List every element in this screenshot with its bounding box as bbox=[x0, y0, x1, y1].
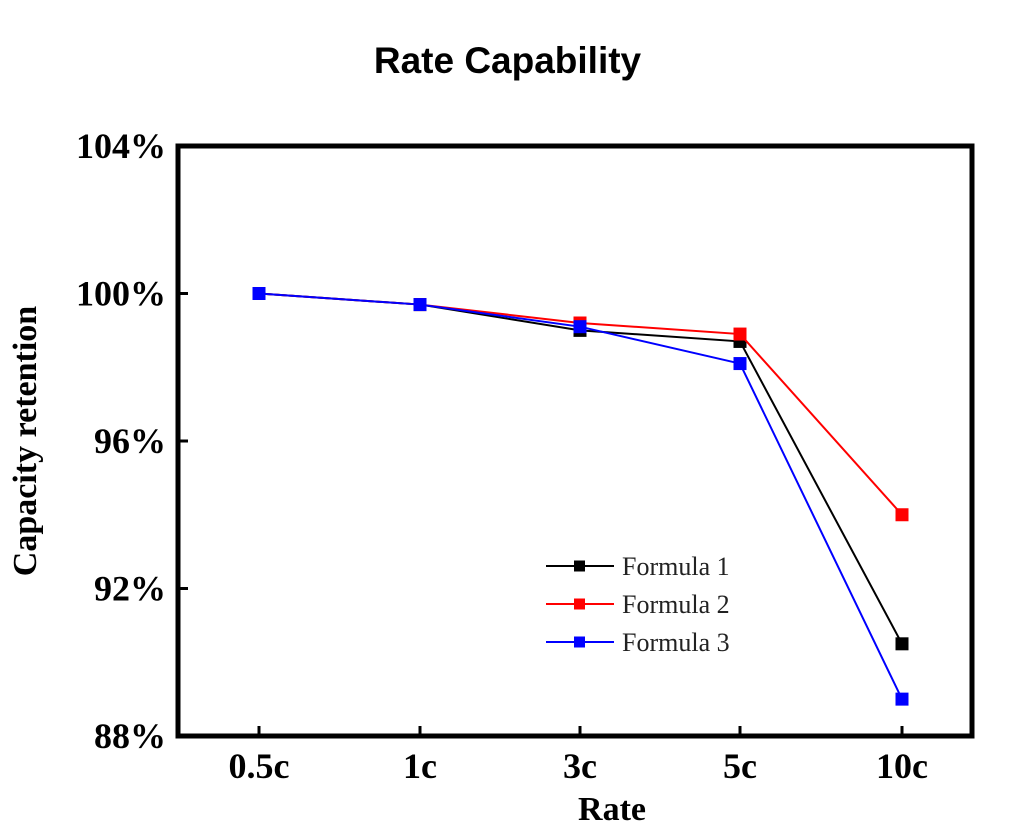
legend-marker-formula-3 bbox=[574, 636, 585, 648]
x-tick-label: 1c bbox=[403, 746, 437, 786]
y-tick-label: 100% bbox=[76, 274, 166, 314]
x-tick-label: 3c bbox=[563, 746, 597, 786]
data-point-formula-3 bbox=[573, 320, 587, 334]
legend-label-formula-3: Formula 3 bbox=[622, 628, 730, 657]
x-tick-label: 0.5c bbox=[229, 746, 290, 786]
x-tick-label: 5c bbox=[723, 746, 757, 786]
data-point-formula-3 bbox=[733, 357, 747, 371]
data-point-formula-2 bbox=[895, 508, 909, 522]
legend-label-formula-2: Formula 2 bbox=[622, 590, 730, 619]
data-point-formula-3 bbox=[252, 287, 266, 300]
data-point-formula-2 bbox=[733, 327, 747, 341]
series-line-formula-1 bbox=[258, 292, 903, 645]
series-layer bbox=[252, 287, 909, 706]
x-axis-title: Rate bbox=[578, 791, 646, 828]
y-tick-label: 92% bbox=[94, 569, 166, 609]
legend: Formula 1 Formula 2 Formula 3 bbox=[546, 552, 730, 657]
data-point-formula-3 bbox=[413, 298, 427, 312]
legend-label-formula-1: Formula 1 bbox=[622, 552, 730, 581]
x-tick-label: 10c bbox=[876, 746, 928, 786]
y-tick-label: 96% bbox=[94, 421, 166, 461]
data-point-formula-1 bbox=[895, 637, 909, 651]
chart-title: Rate Capability bbox=[373, 40, 642, 81]
y-axis-title: Capacity retention bbox=[7, 306, 44, 576]
y-tick-label: 88% bbox=[94, 716, 166, 756]
y-axis-ticks: 88% 92% 96% 100% 104% bbox=[76, 126, 188, 756]
y-tick-label: 104% bbox=[76, 126, 166, 166]
x-axis-ticks: 0.5c 1c 3c 5c 10c bbox=[229, 726, 928, 786]
data-point-formula-3 bbox=[895, 692, 909, 706]
legend-marker-formula-2 bbox=[574, 598, 585, 610]
legend-marker-formula-1 bbox=[574, 560, 585, 572]
